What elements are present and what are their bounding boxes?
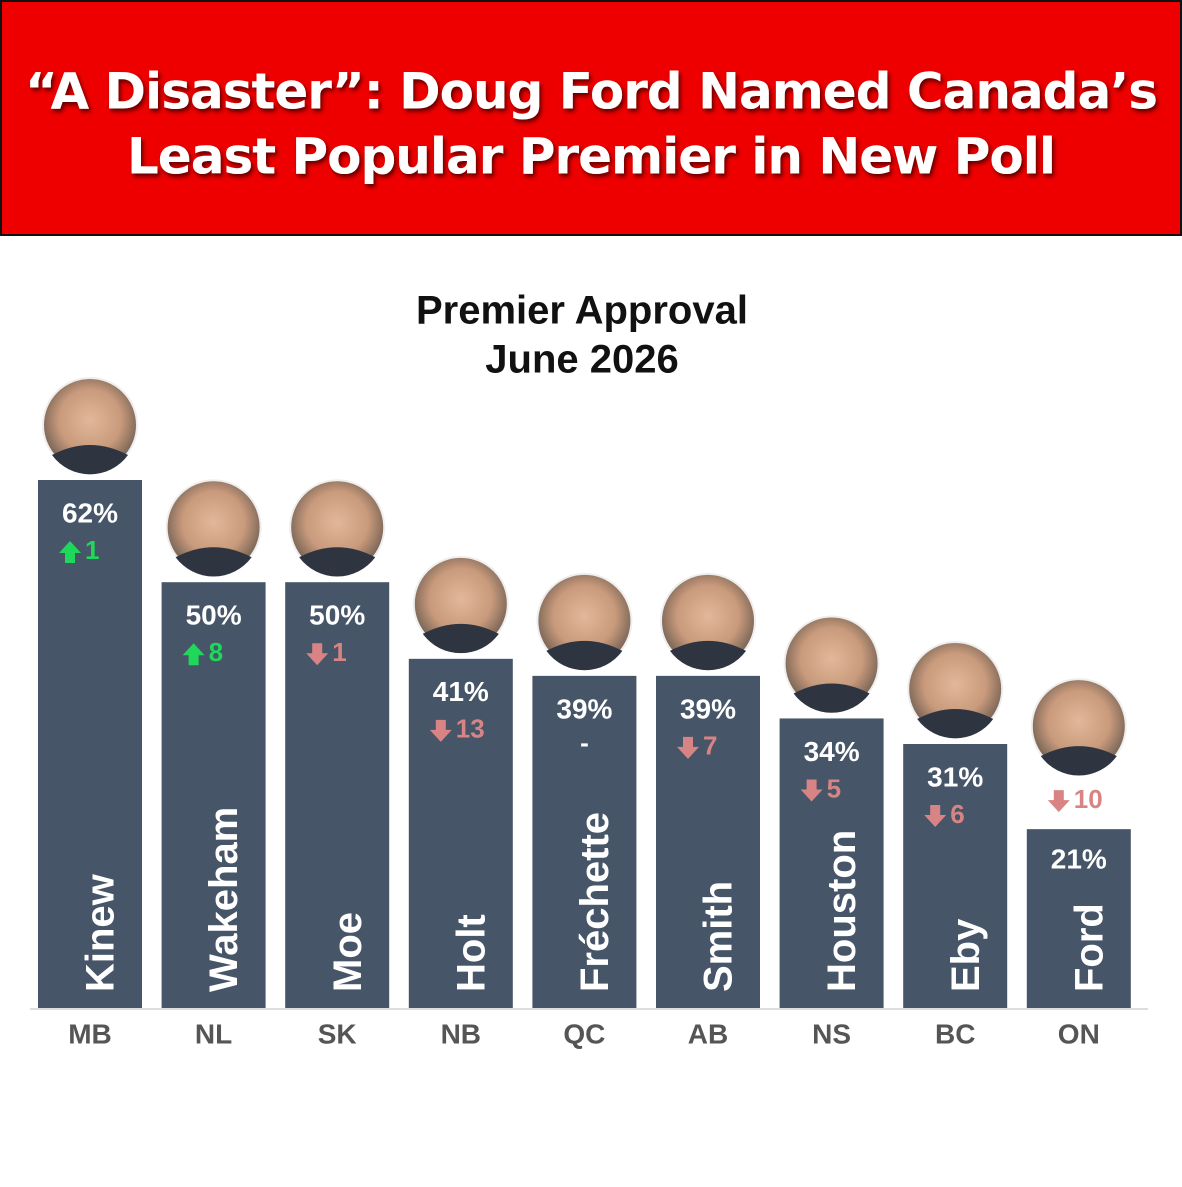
chart-subtitle: June 2026 — [485, 338, 678, 382]
value-label: 31% — [927, 761, 983, 792]
change-arrow — [677, 736, 699, 759]
premier-name: Moe — [326, 912, 370, 992]
premier-name: Holt — [449, 914, 493, 992]
x-tick-label: ON — [1058, 1018, 1100, 1049]
name-label-group: Kinew — [79, 873, 123, 992]
bar — [532, 675, 637, 1008]
value-label: 34% — [804, 736, 860, 767]
value-label: 39% — [556, 693, 612, 724]
banner — [0, 0, 1182, 236]
value-label: 41% — [433, 676, 489, 707]
x-tick-label: BC — [935, 1018, 975, 1049]
bar — [38, 480, 142, 1008]
change-label: 10 — [1074, 784, 1103, 814]
bar — [408, 658, 513, 1008]
name-label-group: Houston — [820, 830, 864, 992]
name-label-group: Fréchette — [573, 812, 617, 992]
change-label: 5 — [827, 773, 841, 803]
bar — [1026, 829, 1131, 1008]
premier-name: Wakeham — [202, 807, 246, 992]
portrait-shoulders — [52, 445, 128, 475]
x-tick-label: QC — [563, 1018, 605, 1049]
bar — [161, 582, 266, 1008]
x-tick-label: AB — [688, 1018, 728, 1049]
portrait-shoulders — [793, 683, 870, 713]
premier-name: Fréchette — [573, 812, 617, 992]
change-label: 1 — [85, 535, 99, 565]
premier-name: Houston — [820, 830, 864, 992]
x-tick-label: NS — [812, 1018, 851, 1049]
bar — [285, 582, 390, 1008]
headline: Least Popular Premier in New Poll — [127, 128, 1055, 186]
chart-title: Premier Approval — [416, 289, 748, 333]
portrait-shoulders — [1040, 746, 1117, 776]
x-tick-label: NB — [441, 1018, 481, 1049]
value-label: 39% — [680, 693, 736, 724]
portrait-shoulders — [299, 547, 376, 577]
x-tick-label: NL — [195, 1018, 232, 1049]
bar — [656, 675, 760, 1008]
change-arrow — [800, 779, 823, 802]
change-arrow — [306, 643, 329, 666]
change-arrow — [59, 541, 81, 563]
portrait-shoulders — [546, 640, 623, 671]
change-arrow — [429, 719, 452, 742]
portrait-shoulders — [670, 640, 746, 671]
x-tick-label: SK — [318, 1018, 357, 1049]
change-arrow — [924, 805, 947, 827]
change-label: 7 — [703, 731, 717, 761]
change-label: 6 — [950, 799, 964, 829]
bar — [779, 718, 884, 1008]
bar — [903, 744, 1008, 1008]
portrait-shoulders — [422, 623, 499, 654]
premier-name: Eby — [944, 918, 988, 992]
change-label: 13 — [456, 714, 485, 744]
value-label: 50% — [309, 600, 365, 631]
portrait-shoulders — [917, 709, 994, 739]
premier-name: Kinew — [79, 873, 123, 992]
value-label: 50% — [186, 600, 242, 631]
change-label: 8 — [209, 637, 223, 667]
name-label-group: Smith — [697, 881, 741, 992]
name-label-group: Eby — [944, 918, 988, 992]
name-label-group: Wakeham — [202, 807, 246, 992]
value-label: 62% — [62, 497, 118, 528]
name-label-group: Holt — [449, 914, 493, 992]
x-tick-label: MB — [68, 1018, 112, 1049]
value-label: 21% — [1051, 844, 1107, 875]
premier-name: Ford — [1067, 903, 1111, 992]
headline: “A Disaster”: Doug Ford Named Canada’s — [25, 63, 1157, 121]
change-arrow — [1047, 790, 1070, 813]
change-label: 1 — [332, 637, 346, 667]
change-arrow — [182, 643, 205, 666]
premier-name: Smith — [697, 881, 741, 992]
name-label-group: Ford — [1067, 903, 1111, 992]
change-label: - — [580, 728, 589, 758]
portrait-shoulders — [175, 547, 252, 577]
name-label-group: Moe — [326, 912, 370, 992]
